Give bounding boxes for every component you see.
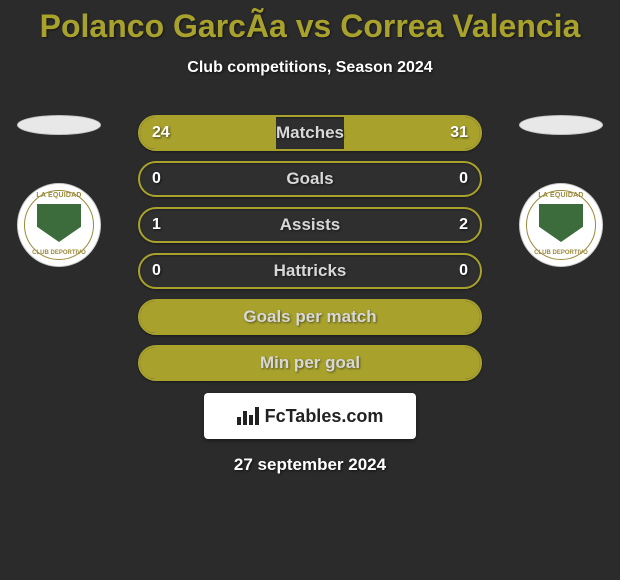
stat-value-right: 31 [450,124,468,142]
stat-label: Goals [140,169,480,189]
club-logo-left-sub: CLUB DEPORTIVO [18,250,100,256]
subtitle: Club competitions, Season 2024 [0,59,620,77]
stats-bars: Matches2431Goals00Assists12Hattricks00Go… [138,115,482,381]
stat-label: Hattricks [140,261,480,281]
stat-value-right: 0 [459,262,468,280]
club-logo-right-sub: CLUB DEPORTIVO [520,250,602,256]
stat-row-min-per-goal: Min per goal [138,345,482,381]
player-right-placeholder [519,115,603,135]
brand-text: FcTables.com [265,406,384,427]
stat-label: Assists [140,215,480,235]
stat-value-left: 0 [152,262,161,280]
stat-value-right: 2 [459,216,468,234]
stat-value-left: 24 [152,124,170,142]
player-left-placeholder [17,115,101,135]
stat-row-goals-per-match: Goals per match [138,299,482,335]
stat-row-hattricks: Hattricks0 0 [138,253,482,289]
player-right-column: LA EQUIDAD CLUB DEPORTIVO [516,115,606,267]
stat-row-assists: Assists1 2 [138,207,482,243]
stat-value-left: 0 [152,170,161,188]
player-left-column: LA EQUIDAD CLUB DEPORTIVO [14,115,104,267]
page-title: Polanco GarcÃ­a vs Correa Valencia [0,0,620,45]
club-logo-right-name: LA EQUIDAD [520,192,602,199]
stat-value-right: 0 [459,170,468,188]
brand-badge[interactable]: FcTables.com [204,393,416,439]
date-label: 27 september 2024 [0,455,620,475]
club-logo-right: LA EQUIDAD CLUB DEPORTIVO [519,183,603,267]
club-logo-left: LA EQUIDAD CLUB DEPORTIVO [17,183,101,267]
comparison-content: LA EQUIDAD CLUB DEPORTIVO LA EQUIDAD CLU… [0,115,620,475]
stat-value-left: 1 [152,216,161,234]
stat-row-matches: Matches2431 [138,115,482,151]
brand-chart-icon [237,407,259,425]
club-logo-left-name: LA EQUIDAD [18,192,100,199]
stat-row-goals: Goals0 0 [138,161,482,197]
